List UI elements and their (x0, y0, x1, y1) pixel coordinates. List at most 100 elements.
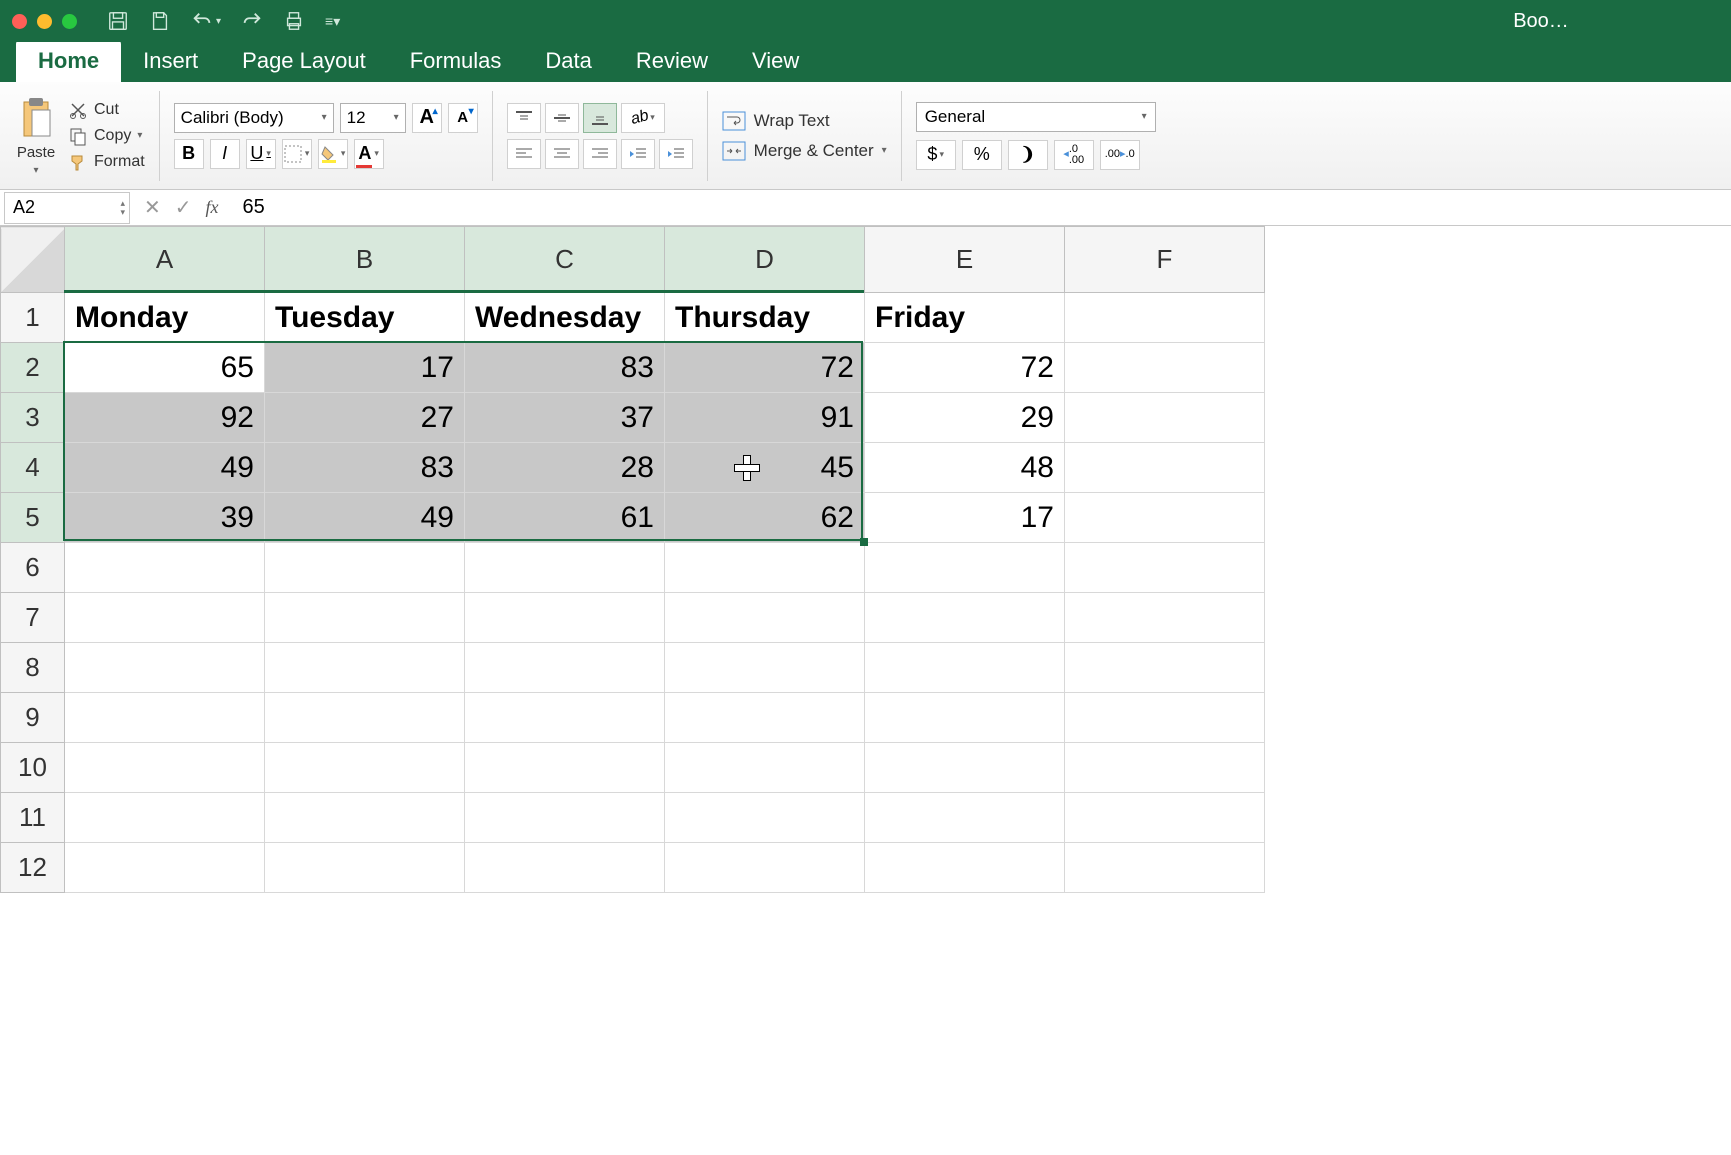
cell-F3[interactable] (1065, 393, 1265, 443)
align-center-button[interactable] (545, 139, 579, 169)
cell-B11[interactable] (265, 793, 465, 843)
cell-B5[interactable]: 49 (265, 493, 465, 543)
redo-button[interactable] (241, 10, 263, 32)
cell-C5[interactable]: 61 (465, 493, 665, 543)
row-header-9[interactable]: 9 (1, 693, 65, 743)
cell-D9[interactable] (665, 693, 865, 743)
cell-F8[interactable] (1065, 643, 1265, 693)
accept-formula-button[interactable]: ✓ (175, 195, 192, 220)
align-top-button[interactable] (507, 103, 541, 133)
orientation-button[interactable]: ab▾ (621, 103, 665, 133)
column-header-D[interactable]: D (665, 227, 865, 293)
cell-F5[interactable] (1065, 493, 1265, 543)
increase-font-button[interactable]: A▴ (412, 103, 442, 133)
cell-A11[interactable] (65, 793, 265, 843)
save-icon[interactable] (107, 10, 129, 32)
cell-A5[interactable]: 39 (65, 493, 265, 543)
qat-customize-icon[interactable]: ≡▾ (325, 13, 340, 30)
tab-view[interactable]: View (730, 40, 821, 82)
cell-C10[interactable] (465, 743, 665, 793)
tab-data[interactable]: Data (523, 40, 613, 82)
cell-E9[interactable] (865, 693, 1065, 743)
cell-B3[interactable]: 27 (265, 393, 465, 443)
tab-formulas[interactable]: Formulas (388, 40, 524, 82)
tab-home[interactable]: Home (16, 40, 121, 82)
name-box[interactable]: A2 ▴▾ (4, 192, 130, 224)
currency-button[interactable]: $▾ (916, 140, 956, 170)
cell-B7[interactable] (265, 593, 465, 643)
cell-A10[interactable] (65, 743, 265, 793)
cell-F9[interactable] (1065, 693, 1265, 743)
formula-input[interactable]: 65 (233, 196, 1731, 219)
cell-E5[interactable]: 17 (865, 493, 1065, 543)
align-middle-button[interactable] (545, 103, 579, 133)
cell-C2[interactable]: 83 (465, 343, 665, 393)
copy-button[interactable]: Copy ▾ (68, 126, 145, 146)
cell-E10[interactable] (865, 743, 1065, 793)
cell-E11[interactable] (865, 793, 1065, 843)
cell-D2[interactable]: 72 (665, 343, 865, 393)
decrease-font-button[interactable]: A▾ (448, 103, 478, 133)
cell-F2[interactable] (1065, 343, 1265, 393)
cell-E2[interactable]: 72 (865, 343, 1065, 393)
font-name-select[interactable]: Calibri (Body)▾ (174, 103, 334, 133)
row-header-2[interactable]: 2 (1, 343, 65, 393)
underline-button[interactable]: U (246, 139, 276, 169)
row-header-3[interactable]: 3 (1, 393, 65, 443)
cell-C7[interactable] (465, 593, 665, 643)
cell-C4[interactable]: 28 (465, 443, 665, 493)
format-painter-button[interactable]: Format (68, 152, 145, 172)
cell-D10[interactable] (665, 743, 865, 793)
increase-indent-button[interactable] (659, 139, 693, 169)
paste-button[interactable]: Paste ▾ (12, 92, 60, 180)
percent-button[interactable]: % (962, 140, 1002, 170)
cell-E3[interactable]: 29 (865, 393, 1065, 443)
tab-review[interactable]: Review (614, 40, 730, 82)
cell-B6[interactable] (265, 543, 465, 593)
cancel-formula-button[interactable]: ✕ (144, 195, 161, 220)
cell-D7[interactable] (665, 593, 865, 643)
cell-B9[interactable] (265, 693, 465, 743)
increase-decimal-button[interactable]: ◂.0.00 (1054, 140, 1094, 170)
row-header-7[interactable]: 7 (1, 593, 65, 643)
cell-B8[interactable] (265, 643, 465, 693)
cell-D12[interactable] (665, 843, 865, 893)
decrease-decimal-button[interactable]: .00▸.0 (1100, 140, 1140, 170)
cell-B2[interactable]: 17 (265, 343, 465, 393)
font-color-button[interactable]: A (354, 139, 384, 169)
fx-icon[interactable]: fx (206, 197, 219, 218)
cell-C8[interactable] (465, 643, 665, 693)
cell-D6[interactable] (665, 543, 865, 593)
tab-insert[interactable]: Insert (121, 40, 220, 82)
cell-E12[interactable] (865, 843, 1065, 893)
font-size-select[interactable]: 12▾ (340, 103, 406, 133)
wrap-text-button[interactable]: Wrap Text (722, 111, 887, 131)
select-all-corner[interactable] (1, 227, 65, 293)
column-header-C[interactable]: C (465, 227, 665, 293)
sheet-grid[interactable]: ABCDEF1MondayTuesdayWednesdayThursdayFri… (0, 226, 1265, 893)
cell-D4[interactable]: 45 (665, 443, 865, 493)
undo-button[interactable]: ▾ (191, 10, 221, 32)
cell-A3[interactable]: 92 (65, 393, 265, 443)
cell-B1[interactable]: Tuesday (265, 293, 465, 343)
align-bottom-button[interactable] (583, 103, 617, 133)
cell-E4[interactable]: 48 (865, 443, 1065, 493)
cell-B12[interactable] (265, 843, 465, 893)
column-header-B[interactable]: B (265, 227, 465, 293)
cell-C12[interactable] (465, 843, 665, 893)
cell-C3[interactable]: 37 (465, 393, 665, 443)
cell-D8[interactable] (665, 643, 865, 693)
cell-F7[interactable] (1065, 593, 1265, 643)
cell-F12[interactable] (1065, 843, 1265, 893)
comma-style-button[interactable]: ❩ (1008, 140, 1048, 170)
decrease-indent-button[interactable] (621, 139, 655, 169)
close-window-button[interactable] (12, 14, 27, 29)
cut-button[interactable]: Cut (68, 100, 145, 120)
cell-D11[interactable] (665, 793, 865, 843)
column-header-E[interactable]: E (865, 227, 1065, 293)
cell-E1[interactable]: Friday (865, 293, 1065, 343)
cell-B4[interactable]: 83 (265, 443, 465, 493)
cell-C6[interactable] (465, 543, 665, 593)
cell-C1[interactable]: Wednesday (465, 293, 665, 343)
align-right-button[interactable] (583, 139, 617, 169)
